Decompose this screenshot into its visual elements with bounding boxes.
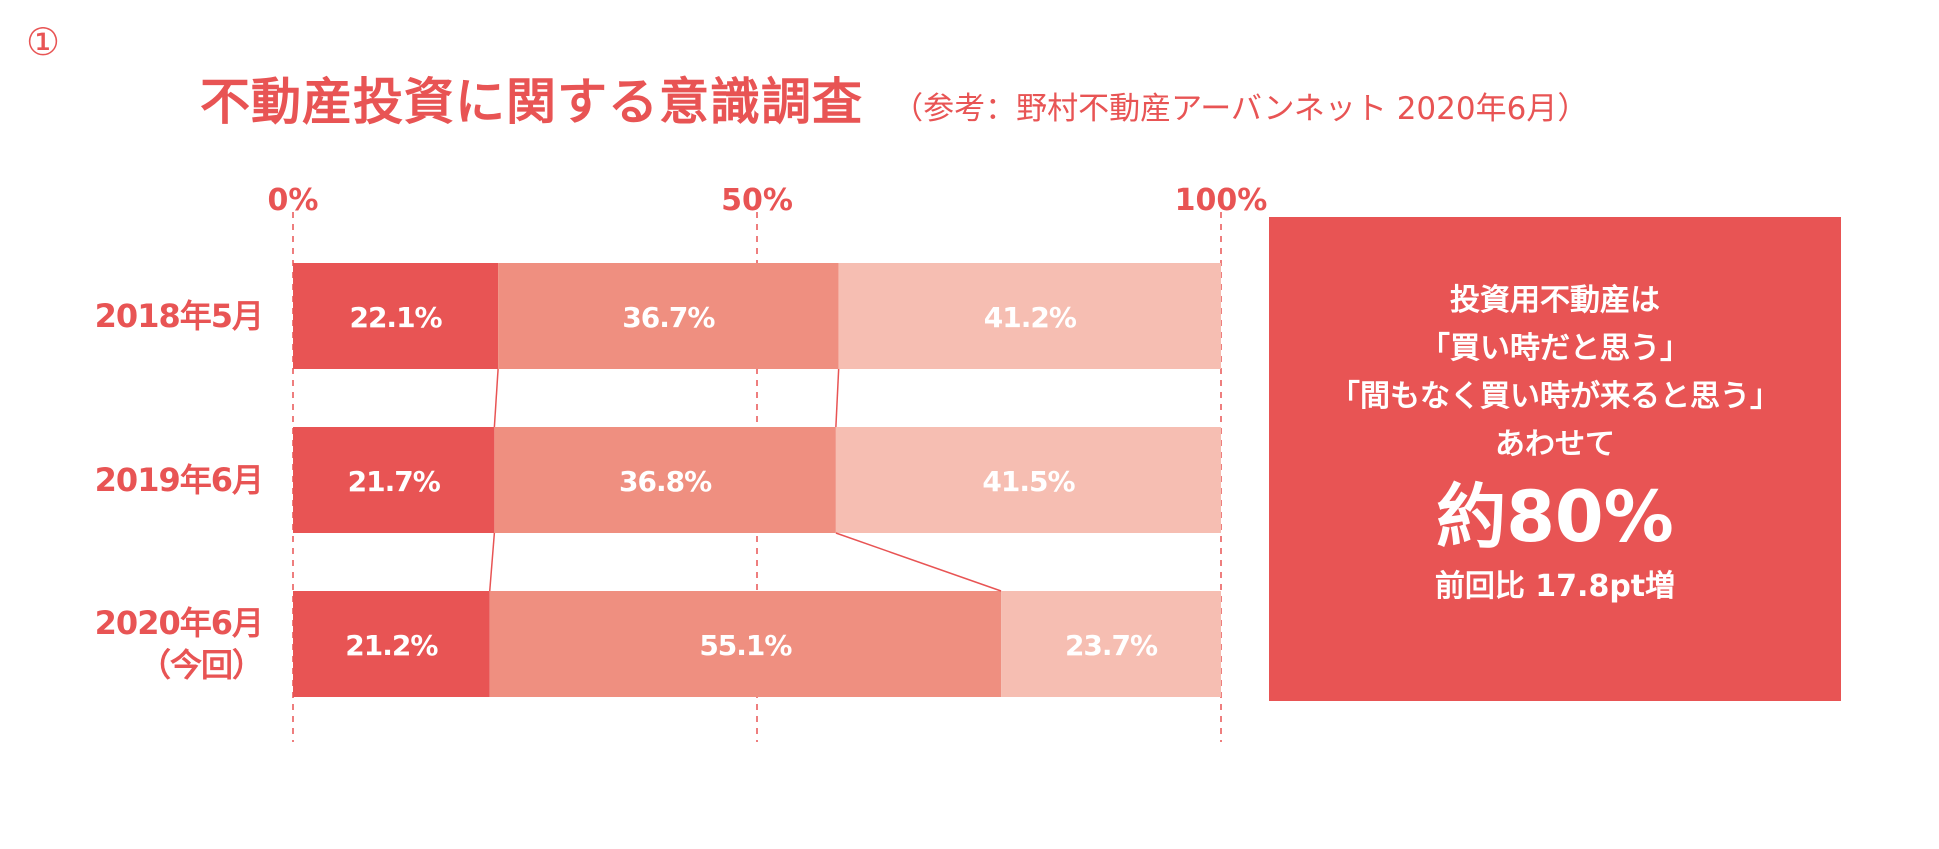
data-label: 36.8% — [619, 465, 712, 498]
connector-line — [493, 368, 499, 428]
bar-segment — [293, 427, 495, 533]
bar-segment — [293, 263, 499, 369]
data-label: 22.1% — [349, 301, 442, 334]
summary-big-value: 約80% — [1436, 476, 1674, 558]
bar-segment — [1001, 591, 1221, 697]
category-label: 2018年5月 — [95, 297, 263, 335]
data-label: 21.7% — [348, 465, 441, 498]
header: 不動産投資に関する意識調査 （参考：野村不動産アーバンネット 2020年6月） — [200, 62, 1588, 134]
data-label: 41.5% — [982, 465, 1075, 498]
summary-line: あわせて — [1495, 427, 1615, 462]
summary-note: 前回比 17.8pt増 — [1434, 569, 1676, 604]
bar-segment — [838, 263, 1221, 369]
summary-line: 「買い時だと思う」 — [1420, 331, 1690, 366]
bar-segment — [498, 263, 839, 369]
summary-line: 投資用不動産は — [1450, 283, 1660, 318]
bar-segment — [494, 427, 836, 533]
category-label: 2019年6月 — [95, 461, 263, 499]
data-label: 36.7% — [622, 301, 715, 334]
summary-box: 投資用不動産は 「買い時だと思う」 「間もなく買い時が来ると思う」 あわせて 約… — [1269, 217, 1841, 701]
connector-line — [835, 532, 1002, 592]
data-label: 21.2% — [345, 629, 438, 662]
bar-segment — [835, 427, 1221, 533]
bar-segment — [293, 591, 490, 697]
connector-line — [835, 368, 840, 428]
data-label: 41.2% — [984, 301, 1077, 334]
connector-line — [488, 532, 496, 592]
page-title: 不動産投資に関する意識調査 — [200, 73, 863, 131]
data-label: 23.7% — [1065, 629, 1158, 662]
bar-segment — [489, 591, 1002, 697]
category-label: （今回） — [139, 646, 263, 684]
category-label: 2020年6月 — [95, 604, 263, 642]
section-number: ① — [26, 20, 61, 64]
data-label: 55.1% — [699, 629, 792, 662]
summary-line: 「間もなく買い時が来ると思う」 — [1330, 379, 1780, 414]
page-subtitle: （参考：野村不動産アーバンネット 2020年6月） — [892, 91, 1589, 127]
